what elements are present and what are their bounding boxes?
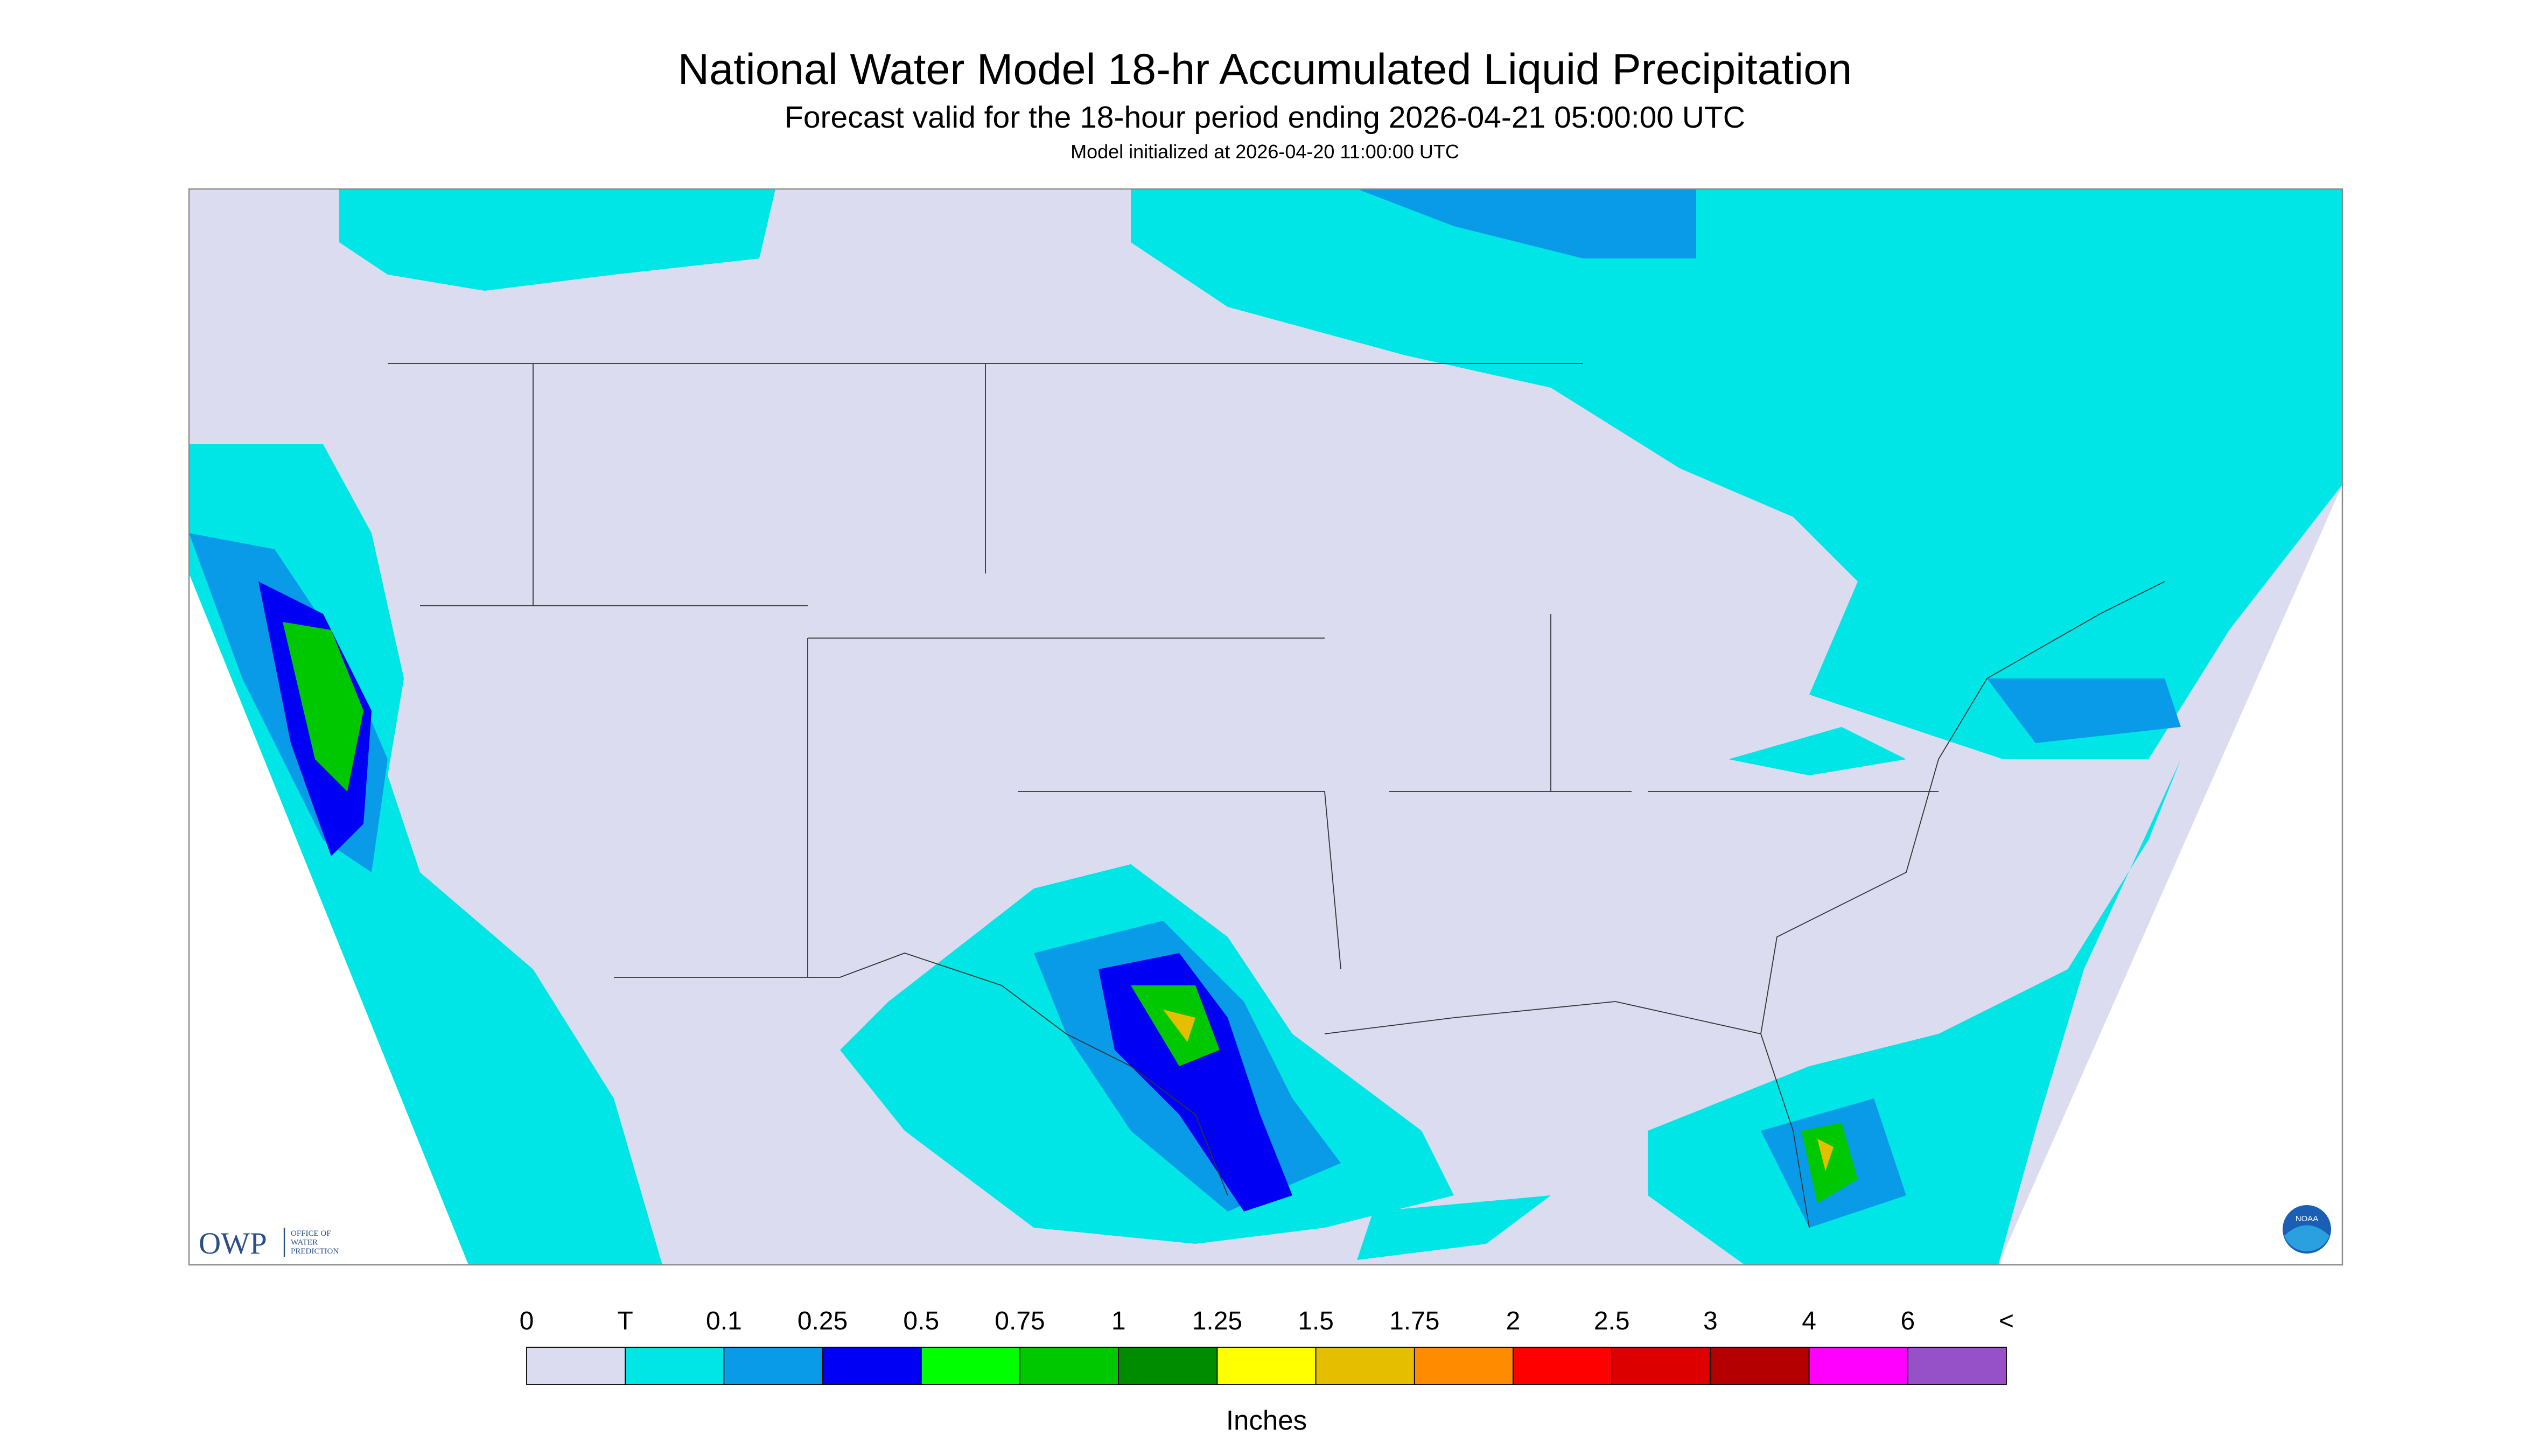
title: National Water Model 18-hr Accumulated L… bbox=[678, 45, 1852, 94]
legend-label: 1.75 bbox=[1389, 1307, 1439, 1335]
owp-text-line: WATER bbox=[291, 1238, 318, 1247]
legend-swatch bbox=[723, 1347, 823, 1385]
legend-label: 1 bbox=[1111, 1307, 1126, 1335]
legend-swatch bbox=[1414, 1347, 1514, 1385]
owp-text-line: PREDICTION bbox=[291, 1247, 339, 1256]
precip-very-heavy bbox=[1163, 1010, 1834, 1172]
owp-logo: OWP bbox=[199, 1227, 267, 1261]
borders bbox=[388, 363, 2165, 1228]
noaa-wave bbox=[2284, 1225, 2329, 1251]
legend-label: 0.75 bbox=[995, 1307, 1045, 1335]
legend-swatch bbox=[1216, 1347, 1317, 1385]
legend-unit: Inches bbox=[1226, 1405, 1307, 1436]
map-frame bbox=[188, 188, 2343, 1266]
legend-label: T bbox=[618, 1307, 633, 1335]
legend-swatch bbox=[1019, 1347, 1119, 1385]
legend-swatch bbox=[1315, 1347, 1415, 1385]
owp-text-line: OFFICE OF bbox=[291, 1229, 331, 1238]
legend-label: 6 bbox=[1900, 1307, 1915, 1335]
legend: 0 T 0.1 0.25 0.5 0.75 1 1.25 1.5 1.75 2 2.5 3 4 6 < bbox=[520, 1307, 2014, 1385]
legend-label: 0 bbox=[520, 1307, 534, 1335]
noaa-text: NOAA bbox=[2296, 1214, 2319, 1223]
legend-swatch bbox=[822, 1347, 922, 1385]
legend-label: 0.25 bbox=[797, 1307, 848, 1335]
subtitle: Forecast valid for the 18-hour period en… bbox=[785, 100, 1745, 135]
legend-swatch bbox=[625, 1347, 725, 1385]
legend-label: 0.1 bbox=[706, 1307, 742, 1335]
legend-label: 0.5 bbox=[903, 1307, 939, 1335]
legend-label: 2.5 bbox=[1594, 1307, 1630, 1335]
legend-swatch bbox=[1710, 1347, 1810, 1385]
legend-label: 4 bbox=[1802, 1307, 1816, 1335]
legend-label: 1.25 bbox=[1192, 1307, 1242, 1335]
legend-label: 1.5 bbox=[1298, 1307, 1334, 1335]
map-mask-right bbox=[1998, 485, 2342, 1265]
legend-swatch bbox=[920, 1347, 1020, 1385]
legend-swatch bbox=[1118, 1347, 1218, 1385]
map-mask-left bbox=[189, 573, 468, 1265]
legend-label: < bbox=[1999, 1307, 2014, 1335]
legend-swatch bbox=[1513, 1347, 1613, 1385]
legend-swatch bbox=[1808, 1347, 1908, 1385]
legend-swatch bbox=[1907, 1347, 2007, 1385]
legend-swatch bbox=[526, 1347, 626, 1385]
legend-swatch bbox=[1611, 1347, 1711, 1385]
legend-label: 2 bbox=[1506, 1307, 1521, 1335]
init-note: Model initialized at 2026-04-20 11:00:00… bbox=[1070, 141, 1459, 163]
legend-label: 3 bbox=[1703, 1307, 1718, 1335]
